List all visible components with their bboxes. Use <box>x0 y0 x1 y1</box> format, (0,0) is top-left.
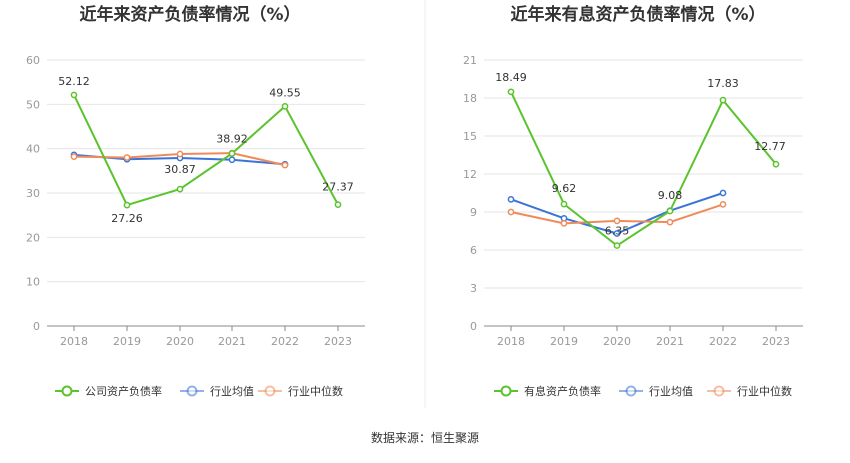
legend-label: 行业均值 <box>649 385 693 398</box>
legend-marker <box>713 385 725 397</box>
data-point <box>228 150 236 157</box>
y-tick-label: 60 <box>26 54 40 67</box>
y-tick-label: 18 <box>463 92 477 105</box>
data-point <box>176 150 184 158</box>
legend-item: 行业均值 <box>180 385 254 398</box>
chart-title: 近年来资产负债率情况（%） <box>79 4 300 25</box>
x-tick-label: 2018 <box>60 335 88 348</box>
data-point <box>281 102 289 110</box>
chart-1: 近年来资产负债率情况（%） 0 10 20 30 40 50 60 2018 2019 2020 20… <box>26 4 365 398</box>
data-point <box>613 242 621 249</box>
data-point <box>507 195 515 203</box>
y-tick-label: 9 <box>470 206 477 219</box>
data-point <box>123 154 131 161</box>
series-line <box>510 91 777 247</box>
x-tick-label: 2022 <box>709 335 737 348</box>
data-point <box>613 217 621 225</box>
y-tick-label: 12 <box>463 168 477 181</box>
x-tick-label: 2019 <box>113 335 141 348</box>
data-point <box>719 201 727 208</box>
data-label: 17.83 <box>707 77 739 90</box>
data-label: 9.08 <box>658 189 683 202</box>
legend-item: 行业中位数 <box>707 384 792 398</box>
data-point <box>281 161 289 169</box>
data-label: 6.35 <box>605 225 630 238</box>
data-point <box>560 200 568 208</box>
x-tick-label: 2023 <box>762 335 790 348</box>
chart-title: 近年来有息资产负债率情况（%） <box>510 4 765 25</box>
data-label: 27.37 <box>322 181 354 194</box>
y-tick-label: 0 <box>470 320 477 333</box>
x-tick-label: 2022 <box>271 335 299 348</box>
data-point <box>666 207 674 215</box>
x-tick-label: 2018 <box>497 335 525 348</box>
data-point <box>70 153 78 160</box>
data-point <box>719 96 727 104</box>
legend-label: 公司资产负债率 <box>85 384 162 398</box>
data-label: 27.26 <box>111 212 143 225</box>
legend-marker <box>264 385 276 397</box>
data-label: 49.55 <box>269 86 301 99</box>
y-tick-label: 6 <box>470 244 477 257</box>
data-label: 18.49 <box>495 71 527 84</box>
legend-label: 行业均值 <box>210 385 254 398</box>
x-tick-label: 2023 <box>324 335 352 348</box>
data-point <box>507 208 515 216</box>
y-tick-label: 0 <box>33 320 40 333</box>
data-point <box>176 185 184 193</box>
x-tick-label: 2021 <box>218 335 246 348</box>
y-tick-label: 30 <box>26 187 40 200</box>
y-tick-label: 15 <box>463 130 477 143</box>
y-tick-label: 3 <box>470 282 477 295</box>
legend-marker <box>61 385 73 397</box>
legend-item: 行业中位数 <box>258 384 343 398</box>
data-label: 9.62 <box>552 182 577 195</box>
x-tick-label: 2021 <box>656 335 684 348</box>
legend-label: 行业中位数 <box>288 384 343 398</box>
legend-marker <box>186 385 198 397</box>
data-label: 52.12 <box>58 75 90 88</box>
data-point <box>334 201 342 209</box>
data-label: 30.87 <box>164 163 196 176</box>
data-point <box>70 91 78 99</box>
data-point <box>613 230 621 237</box>
chart-2: 近年来有息资产负债率情况（%） 0 3 6 9 12 15 18 21 2018 2019 2020 2… <box>463 4 803 398</box>
legend-item: 行业均值 <box>619 385 693 398</box>
y-tick-label: 21 <box>463 54 477 67</box>
legend-item: 公司资产负债率 <box>55 384 162 398</box>
legend-label: 有息资产负债率 <box>524 384 601 398</box>
y-tick-label: 20 <box>26 231 40 244</box>
data-label: 12.77 <box>754 140 786 153</box>
data-point <box>772 160 780 168</box>
data-point <box>560 220 568 227</box>
series-line <box>73 94 339 207</box>
y-tick-label: 50 <box>26 98 40 111</box>
data-source-note: 数据来源：恒生聚源 <box>371 430 479 445</box>
data-point <box>123 201 131 209</box>
legend-label: 行业中位数 <box>737 384 792 398</box>
data-point <box>666 218 674 226</box>
x-tick-label: 2020 <box>603 335 631 348</box>
y-tick-label: 10 <box>26 276 40 289</box>
data-point <box>719 189 727 197</box>
legend-item: 有息资产负债率 <box>494 384 601 398</box>
y-tick-label: 40 <box>26 143 40 156</box>
data-point <box>507 88 515 96</box>
data-point <box>228 156 236 164</box>
x-tick-label: 2020 <box>166 335 194 348</box>
data-label: 38.92 <box>216 132 248 145</box>
legend-marker <box>625 385 637 397</box>
x-tick-label: 2019 <box>550 335 578 348</box>
legend-marker <box>500 385 512 397</box>
